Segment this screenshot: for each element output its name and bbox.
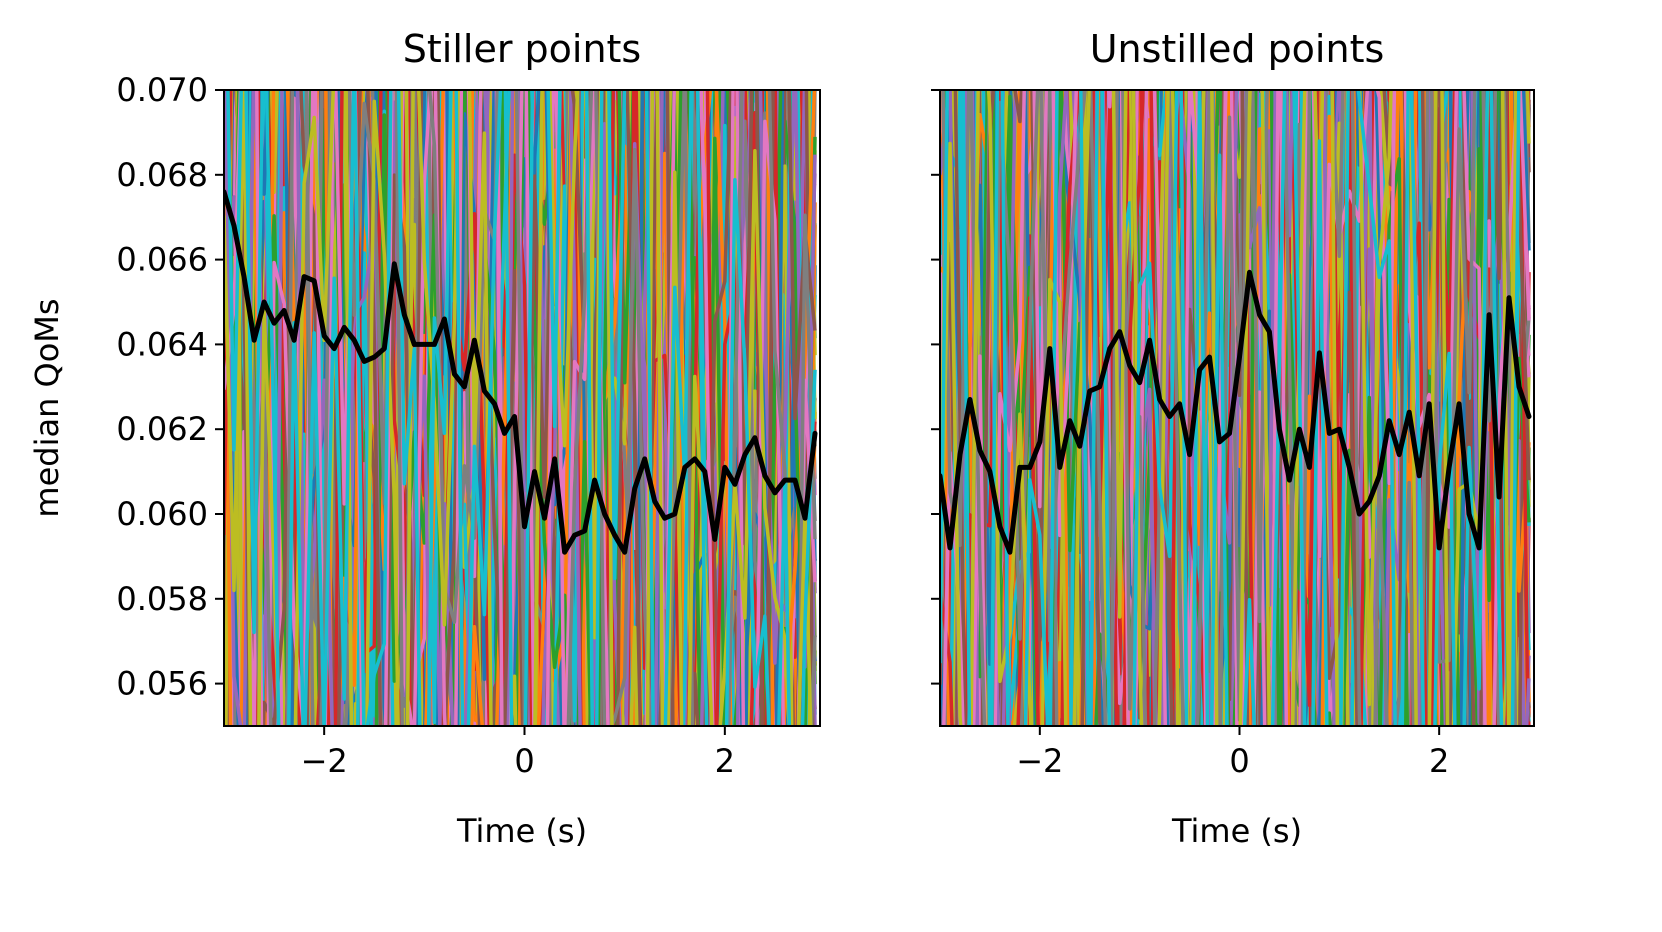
y-axis-ticks — [931, 89, 940, 685]
x-tick-label: −2 — [301, 742, 348, 780]
y-tick-label: 0.070 — [116, 71, 208, 109]
chart-title: Unstilled points — [1090, 27, 1385, 71]
background-trace — [940, 90, 1530, 726]
panel-unstilled-points: −2 0 2 Unstilled points Time (s) — [931, 27, 1535, 850]
background-trace — [940, 90, 1531, 726]
background-trace — [224, 90, 815, 726]
x-axis-ticks: −2 0 2 — [1016, 726, 1449, 780]
x-tick-label: −2 — [1016, 742, 1063, 780]
y-tick-label: 0.062 — [116, 410, 208, 448]
y-tick-label: 0.066 — [116, 241, 208, 279]
plot-frame — [939, 89, 1535, 727]
chart-title: Stiller points — [403, 27, 641, 71]
x-tick-label: 2 — [1429, 742, 1449, 780]
y-axis-ticks: 0.056 0.058 0.060 0.062 0.064 0.066 0.068 0.070 — [116, 71, 224, 703]
background-traces — [940, 90, 1531, 726]
background-trace — [238, 90, 817, 726]
plot-frame — [223, 89, 821, 727]
series-line — [940, 269, 1532, 555]
y-tick-label: 0.056 — [116, 665, 208, 703]
median-series — [224, 189, 818, 555]
x-axis-ticks: −2 0 2 — [301, 726, 735, 780]
median-series — [940, 269, 1532, 555]
x-tick-label: 2 — [715, 742, 735, 780]
x-axis-label: Time (s) — [456, 812, 587, 850]
x-axis-label: Time (s) — [1171, 812, 1302, 850]
y-tick-label: 0.068 — [116, 156, 208, 194]
series-line — [224, 189, 818, 555]
background-trace — [224, 90, 813, 726]
x-tick-label: 0 — [1229, 742, 1249, 780]
x-tick-label: 0 — [514, 742, 534, 780]
y-axis-label: median QoMs — [28, 298, 66, 517]
background-trace — [226, 90, 817, 726]
panel-stiller-points: −2 0 2 0.056 0.058 0.060 0.062 0.064 0.066 0.068… — [28, 27, 821, 850]
y-tick-label: 0.058 — [116, 580, 208, 618]
background-trace — [941, 90, 1518, 726]
y-tick-label: 0.060 — [116, 495, 208, 533]
y-tick-label: 0.064 — [116, 325, 208, 363]
